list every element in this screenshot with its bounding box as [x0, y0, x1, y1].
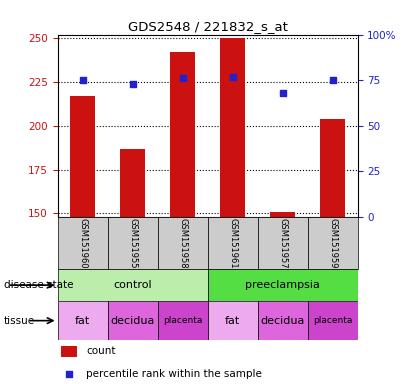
Text: GSM151959: GSM151959	[328, 218, 337, 268]
Bar	[58, 301, 108, 340]
Bar	[157, 217, 208, 269]
Bar	[60, 346, 77, 357]
Point	[129, 81, 136, 87]
Bar	[220, 38, 245, 217]
Text: percentile rank within the sample: percentile rank within the sample	[86, 369, 262, 379]
Bar	[208, 269, 358, 301]
Bar	[170, 52, 195, 217]
Bar	[208, 217, 258, 269]
Bar	[270, 212, 295, 217]
Text: fat: fat	[75, 316, 90, 326]
Point	[229, 73, 236, 79]
Bar	[258, 217, 307, 269]
Point	[329, 77, 336, 83]
Text: placenta: placenta	[313, 316, 352, 325]
Bar	[307, 301, 358, 340]
Bar	[157, 301, 208, 340]
Bar	[320, 119, 345, 217]
Point	[179, 75, 186, 81]
Title: GDS2548 / 221832_s_at: GDS2548 / 221832_s_at	[128, 20, 287, 33]
Text: control: control	[113, 280, 152, 290]
Text: preeclampsia: preeclampsia	[245, 280, 320, 290]
Text: GSM151961: GSM151961	[228, 218, 237, 268]
Bar	[120, 149, 145, 217]
Bar	[58, 269, 208, 301]
Point	[79, 77, 86, 83]
Text: GSM151958: GSM151958	[178, 218, 187, 268]
Bar	[58, 217, 108, 269]
Text: count: count	[86, 346, 115, 356]
Bar	[307, 217, 358, 269]
Text: decidua: decidua	[261, 316, 305, 326]
Bar	[258, 301, 307, 340]
Point	[65, 371, 72, 377]
Text: fat: fat	[225, 316, 240, 326]
Text: tissue: tissue	[4, 316, 35, 326]
Text: placenta: placenta	[163, 316, 202, 325]
Text: decidua: decidua	[111, 316, 155, 326]
Bar	[108, 217, 157, 269]
Bar	[108, 301, 157, 340]
Text: GSM151960: GSM151960	[78, 218, 87, 268]
Text: GSM151957: GSM151957	[278, 218, 287, 268]
Text: disease state: disease state	[4, 280, 74, 290]
Text: GSM151955: GSM151955	[128, 218, 137, 268]
Bar	[208, 301, 258, 340]
Bar	[70, 96, 95, 217]
Point	[279, 90, 286, 96]
